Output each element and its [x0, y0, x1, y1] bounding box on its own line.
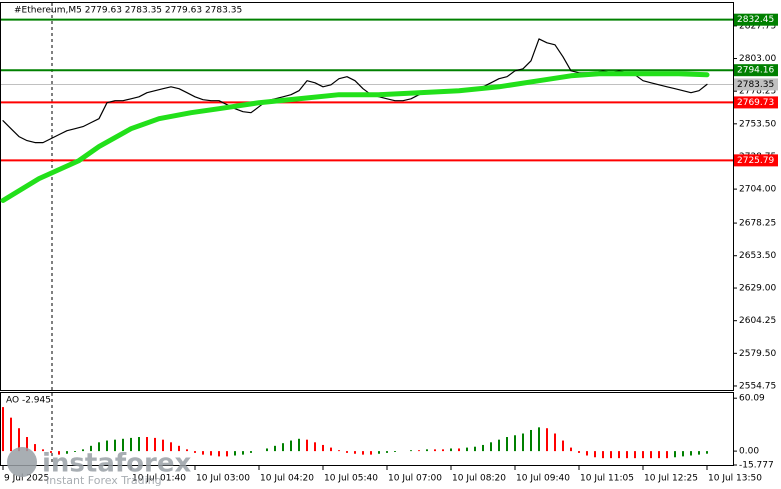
y-tick-label: 2803.00 — [739, 54, 776, 64]
y-tick-label: 2778.25 — [739, 87, 776, 97]
y-tick-label: 2678.25 — [739, 219, 776, 229]
level-label: 2794.16 — [737, 66, 774, 76]
level-label: 2725.79 — [737, 156, 774, 166]
watermark-slogan: Instant Forex Trading — [46, 474, 162, 487]
x-tick-label: 10 Jul 13:50 — [708, 474, 762, 484]
ma-line — [0, 71, 710, 203]
level-tag — [734, 154, 778, 167]
y-tick-label: 2579.50 — [739, 349, 776, 359]
y-tick-label: 2653.50 — [739, 251, 776, 261]
x-tick-label: 9 Jul 2025 — [4, 474, 49, 484]
x-tick-label: 10 Jul 01:40 — [132, 474, 186, 484]
level-tag — [734, 64, 778, 77]
x-tick-label: 10 Jul 07:00 — [388, 474, 442, 484]
watermark-logo — [7, 447, 37, 477]
level-label: 2832.45 — [737, 15, 774, 25]
watermark-brand: instaforex — [42, 449, 192, 479]
y-tick-label: 2604.25 — [739, 316, 776, 326]
level-tag — [734, 78, 778, 91]
level-tag — [734, 96, 778, 109]
y-tick-label: 2629.00 — [739, 284, 776, 294]
x-tick-label: 10 Jul 03:00 — [196, 474, 250, 484]
y-tick-label: 0.00 — [739, 447, 759, 457]
x-tick-label: 10 Jul 04:20 — [260, 474, 314, 484]
y-tick-label: 2753.50 — [739, 119, 776, 129]
x-tick-label: 10 Jul 09:40 — [516, 474, 570, 484]
x-tick-label: 10 Jul 05:40 — [324, 474, 378, 484]
x-tick-label: 10 Jul 11:05 — [580, 474, 634, 484]
y-tick-label: 60.09 — [739, 394, 765, 404]
ao-title: AO -2.945 — [6, 396, 51, 406]
y-tick-label: 2827.75 — [739, 21, 776, 31]
watermark: instaforex Instant Forex Trading — [7, 447, 192, 487]
level-tag — [734, 13, 778, 26]
chart-title: #Ethereum,M5 2779.63 2783.35 2779.63 278… — [14, 6, 242, 16]
level-label: 2783.35 — [737, 80, 774, 90]
x-tick-label: 10 Jul 12:25 — [644, 474, 698, 484]
y-tick-label: 2554.75 — [739, 381, 776, 391]
y-tick-label: -15.777 — [739, 461, 774, 471]
y-tick-label: 2704.00 — [739, 185, 776, 195]
price-panel — [0, 2, 734, 391]
ao-panel — [0, 392, 734, 466]
level-label: 2769.73 — [737, 98, 774, 108]
x-tick-label: 10 Jul 08:20 — [452, 474, 506, 484]
